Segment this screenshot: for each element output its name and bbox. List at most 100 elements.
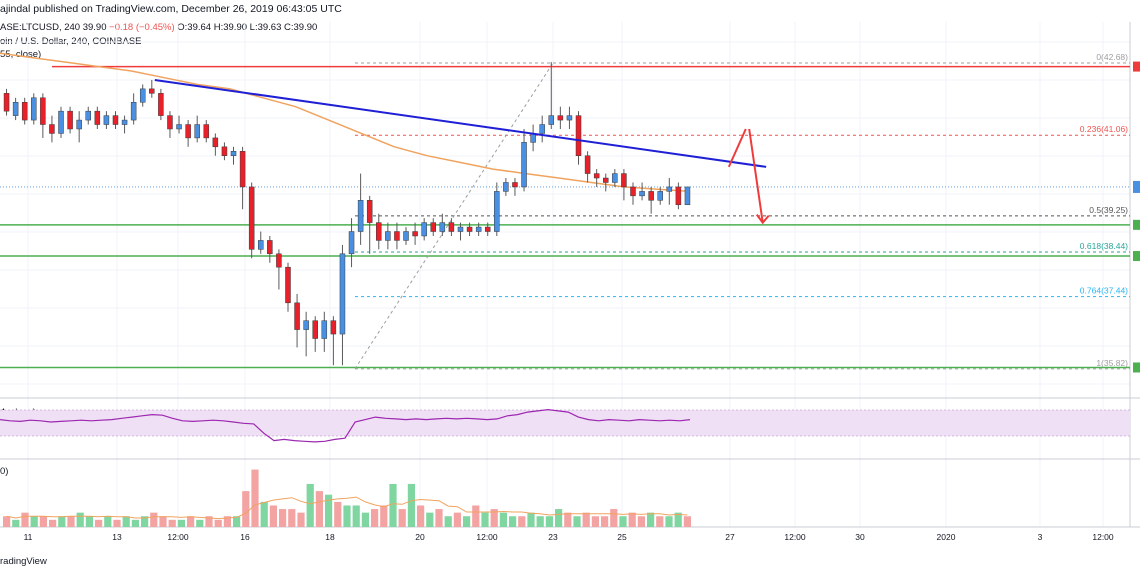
symbol-name[interactable]: ASE:LTCUSD, 240 <box>0 22 81 33</box>
candle-body[interactable] <box>58 110 64 134</box>
candle-body[interactable] <box>294 302 300 330</box>
volume-bar <box>85 516 93 527</box>
candle-body[interactable] <box>312 320 318 339</box>
candle-body[interactable] <box>176 124 182 130</box>
candle-body[interactable] <box>466 226 473 232</box>
candle-body[interactable] <box>412 231 418 237</box>
candle-body[interactable] <box>621 173 627 188</box>
candle-body[interactable] <box>566 115 573 121</box>
candle-body[interactable] <box>684 186 691 206</box>
volume-bar <box>260 501 268 527</box>
candle-body[interactable] <box>503 182 509 192</box>
candle-body[interactable] <box>457 226 464 232</box>
candle-body[interactable] <box>31 97 37 121</box>
candle-body[interactable] <box>430 222 436 232</box>
candle-body[interactable] <box>103 115 110 125</box>
candle-body[interactable] <box>321 320 328 339</box>
candle-body[interactable] <box>267 240 273 255</box>
candle-body[interactable] <box>3 93 10 112</box>
candle-body[interactable] <box>185 124 191 139</box>
bearish-trend-line[interactable] <box>154 78 767 168</box>
volume-bar <box>490 509 498 527</box>
candle-body[interactable] <box>484 226 491 232</box>
candle-body[interactable] <box>376 222 382 241</box>
candle-body[interactable] <box>158 93 164 116</box>
candle-body[interactable] <box>385 231 391 241</box>
volume-bar <box>601 516 609 527</box>
candle-body[interactable] <box>357 200 364 232</box>
candle-body[interactable] <box>521 142 527 188</box>
volume-bar <box>647 512 655 527</box>
candle-body[interactable] <box>630 186 636 197</box>
candle-body[interactable] <box>130 101 137 121</box>
candle-body[interactable] <box>285 266 291 304</box>
candle-body[interactable] <box>394 231 400 241</box>
candle-body[interactable] <box>49 124 55 134</box>
candle-body[interactable] <box>40 97 46 125</box>
candle-body[interactable] <box>276 253 282 268</box>
candle-body[interactable] <box>421 222 427 237</box>
candle-body[interactable] <box>448 222 455 232</box>
candle-body[interactable] <box>94 110 101 125</box>
candle-body[interactable] <box>239 151 246 188</box>
volume-bar <box>131 519 139 527</box>
candle-body[interactable] <box>548 115 555 125</box>
candle-body[interactable] <box>212 137 219 148</box>
candle-body[interactable] <box>648 191 654 201</box>
candle-body[interactable] <box>657 191 663 201</box>
ma-legend[interactable]: 55, close) <box>0 49 42 60</box>
candle-body[interactable] <box>230 151 237 156</box>
candle-body[interactable] <box>539 124 545 134</box>
candle-body[interactable] <box>557 115 564 121</box>
candle-body[interactable] <box>12 101 19 116</box>
candle-body[interactable] <box>475 226 482 232</box>
author-name: ajindal <box>0 3 31 15</box>
candle-body[interactable] <box>439 222 446 232</box>
candle-body[interactable] <box>258 240 264 250</box>
candle-body[interactable] <box>203 124 210 139</box>
candle-body[interactable] <box>76 119 82 130</box>
moving-average-line <box>0 52 691 193</box>
candle-body[interactable] <box>121 119 128 125</box>
x-axis-label: 18 <box>325 532 335 542</box>
candle-body[interactable] <box>639 191 645 197</box>
candle-body[interactable] <box>194 124 200 139</box>
x-axis-label: 27 <box>725 532 735 542</box>
candle-body[interactable] <box>339 253 346 335</box>
x-axis-label: 12:00 <box>784 532 806 542</box>
candle-body[interactable] <box>21 101 28 121</box>
candle-body[interactable] <box>221 146 228 156</box>
volume-bar <box>518 516 526 527</box>
candle-body[interactable] <box>85 110 91 121</box>
candle-body[interactable] <box>330 320 337 335</box>
candle-body[interactable] <box>67 110 73 130</box>
fibonacci-label: 0.236(41.06) <box>1080 124 1128 134</box>
candle-body[interactable] <box>666 186 673 192</box>
candle-body[interactable] <box>593 173 600 179</box>
forecast-arrow-line[interactable] <box>748 128 764 223</box>
candle-body[interactable] <box>575 115 582 156</box>
candle-body[interactable] <box>366 200 373 223</box>
forecast-arrow-line[interactable] <box>727 128 747 168</box>
candle-body[interactable] <box>149 88 155 94</box>
candle-body[interactable] <box>348 231 355 255</box>
candle-body[interactable] <box>248 186 255 250</box>
candle-body[interactable] <box>112 115 119 125</box>
candle-body[interactable] <box>675 186 682 206</box>
candle-body[interactable] <box>494 191 500 232</box>
volume-bar <box>104 516 112 527</box>
volume-bar <box>665 516 673 527</box>
candle-body[interactable] <box>584 155 591 174</box>
volume-legend[interactable]: 0) <box>0 466 9 477</box>
fibonacci-label: 0.618(38.44) <box>1080 241 1128 251</box>
volume-bar <box>656 516 664 527</box>
candle-body[interactable] <box>403 231 409 241</box>
candle-body[interactable] <box>139 88 146 103</box>
candle-body[interactable] <box>303 320 309 330</box>
candle-body[interactable] <box>167 115 173 130</box>
volume-bar <box>21 512 29 527</box>
candle-body[interactable] <box>603 177 609 183</box>
price-chart[interactable]: 0(42.68) 0.236(41.06) 0.5(39.25) 0.618(38.4… <box>0 22 1140 556</box>
candle-body[interactable] <box>512 182 518 188</box>
candle-body[interactable] <box>612 173 618 183</box>
